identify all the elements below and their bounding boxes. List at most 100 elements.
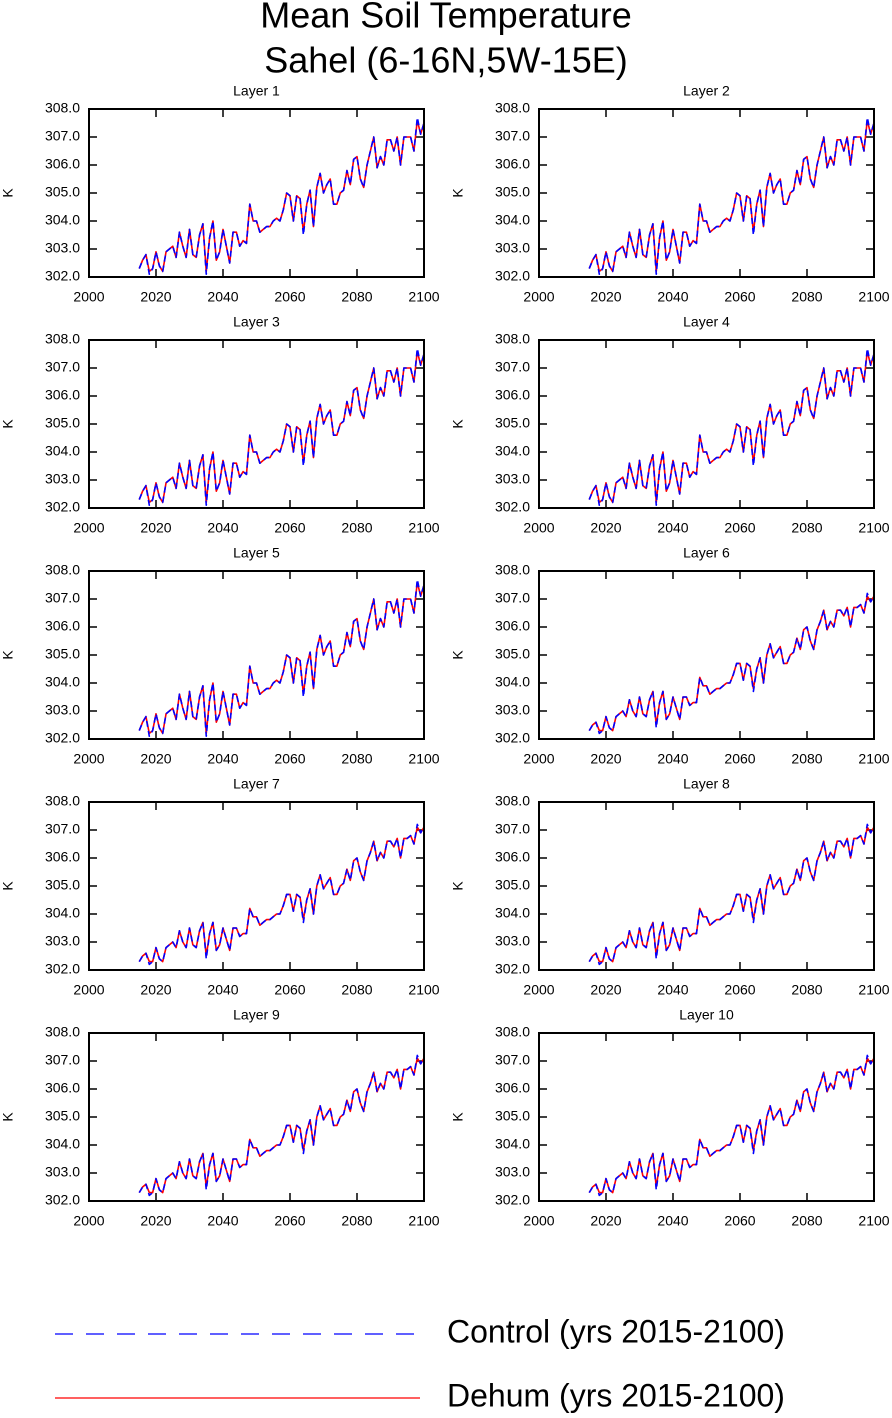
series-line [588,350,875,504]
y-axis-label: K [450,881,466,891]
y-tick-label: 307.0 [495,590,530,606]
panel-title: Layer 9 [233,1007,280,1023]
x-tick-label: 2000 [73,1213,104,1229]
x-tick-label: 2040 [207,1213,238,1229]
plot-frame [88,801,425,971]
x-tick-label: 2040 [657,289,688,305]
panel-title: Layer 4 [683,314,730,330]
y-tick-label: 302.0 [495,499,530,515]
series-line [588,347,875,506]
x-tick-label: 2100 [408,520,439,536]
x-tick-label: 2100 [408,751,439,767]
y-tick-label: 305.0 [45,1108,80,1124]
y-tick-label: 303.0 [495,933,530,949]
series-line [588,119,875,273]
x-tick-label: 2000 [73,982,104,998]
x-tick-label: 2100 [858,751,889,767]
y-tick-label: 302.0 [495,1192,530,1208]
y-tick-label: 307.0 [45,821,80,837]
y-tick-label: 308.0 [495,562,530,578]
series-line [138,116,425,275]
y-tick-label: 304.0 [45,674,80,690]
y-tick-label: 304.0 [45,905,80,921]
y-tick-label: 305.0 [495,646,530,662]
y-tick-label: 306.0 [45,387,80,403]
panel-title: Layer 6 [683,545,730,561]
x-tick-label: 2040 [207,982,238,998]
x-tick-label: 2020 [590,751,621,767]
x-tick-label: 2040 [657,1213,688,1229]
x-tick-label: 2020 [140,289,171,305]
x-tick-label: 2040 [207,751,238,767]
panel-title: Layer 7 [233,776,280,792]
x-tick-label: 2060 [724,982,755,998]
y-tick-label: 302.0 [495,730,530,746]
y-tick-label: 306.0 [45,849,80,865]
y-tick-label: 308.0 [45,1024,80,1040]
y-tick-label: 307.0 [45,590,80,606]
x-tick-label: 2000 [523,982,554,998]
y-tick-label: 308.0 [45,100,80,116]
series-line [588,1054,875,1197]
x-tick-label: 2100 [858,289,889,305]
y-tick-label: 306.0 [45,1080,80,1096]
y-tick-label: 304.0 [495,905,530,921]
y-tick-label: 305.0 [495,877,530,893]
y-axis-label: K [0,650,16,660]
y-axis-label: K [450,650,466,660]
panel-title: Layer 8 [683,776,730,792]
plot-frame [538,108,875,278]
y-tick-label: 306.0 [495,618,530,634]
x-tick-label: 2020 [590,520,621,536]
legend-label: Control (yrs 2015-2100) [447,1313,785,1349]
y-tick-label: 308.0 [495,331,530,347]
x-tick-label: 2080 [791,982,822,998]
y-axis-label: K [0,881,16,891]
plot-frame [88,570,425,740]
x-tick-label: 2060 [724,751,755,767]
x-tick-label: 2100 [408,982,439,998]
y-tick-label: 308.0 [45,331,80,347]
y-tick-label: 303.0 [495,240,530,256]
series-line [138,347,425,506]
y-axis-label: K [450,188,466,198]
y-axis-label: K [0,419,16,429]
x-tick-label: 2060 [274,289,305,305]
series-line [588,592,875,735]
x-tick-label: 2060 [274,1213,305,1229]
x-tick-label: 2100 [858,982,889,998]
x-tick-label: 2080 [341,1213,372,1229]
y-tick-label: 304.0 [495,674,530,690]
x-tick-label: 2080 [341,520,372,536]
y-tick-label: 304.0 [45,1136,80,1152]
y-tick-label: 307.0 [495,128,530,144]
x-tick-label: 2000 [73,751,104,767]
series-line [138,578,425,737]
x-tick-label: 2100 [408,289,439,305]
x-tick-label: 2020 [590,1213,621,1229]
x-tick-label: 2000 [523,289,554,305]
x-tick-label: 2020 [140,982,171,998]
x-tick-label: 2100 [858,1213,889,1229]
x-tick-label: 2000 [523,1213,554,1229]
y-tick-label: 303.0 [495,471,530,487]
x-tick-label: 2000 [73,289,104,305]
y-tick-label: 302.0 [45,1192,80,1208]
x-tick-label: 2060 [274,520,305,536]
x-tick-label: 2040 [207,520,238,536]
y-tick-label: 305.0 [45,184,80,200]
y-tick-label: 303.0 [45,933,80,949]
y-tick-label: 308.0 [495,793,530,809]
x-tick-label: 2040 [657,520,688,536]
y-tick-label: 307.0 [495,1052,530,1068]
plot-frame [88,339,425,509]
chart-title: Mean Soil Temperature [260,0,632,36]
x-tick-label: 2080 [791,1213,822,1229]
plot-frame [88,1032,425,1202]
y-tick-label: 308.0 [45,793,80,809]
x-tick-label: 2080 [791,289,822,305]
x-tick-label: 2040 [657,982,688,998]
y-tick-label: 302.0 [495,961,530,977]
